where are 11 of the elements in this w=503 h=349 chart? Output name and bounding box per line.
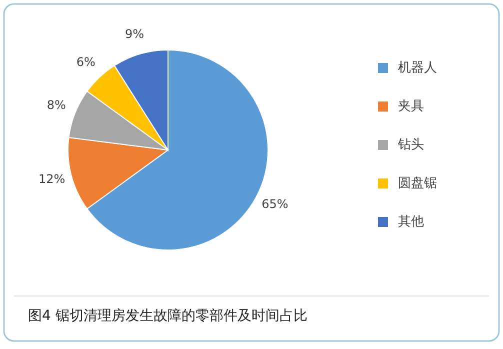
data-label: 12% [38,172,66,186]
legend-label: 钻头 [397,138,424,153]
data-label: 6% [76,54,96,69]
legend-label: 夹具 [398,99,424,114]
legend-label: 其他 [398,214,424,230]
data-label: 9% [125,27,144,42]
data-label: 65% [262,196,288,211]
legend-label: 圆盘锯 [398,176,437,192]
legend-label: 机器人 [398,60,437,76]
data-label: 8% [46,98,66,112]
text: 图4 锯切清理房发生故障的零部件及时间占比 [28,308,308,324]
